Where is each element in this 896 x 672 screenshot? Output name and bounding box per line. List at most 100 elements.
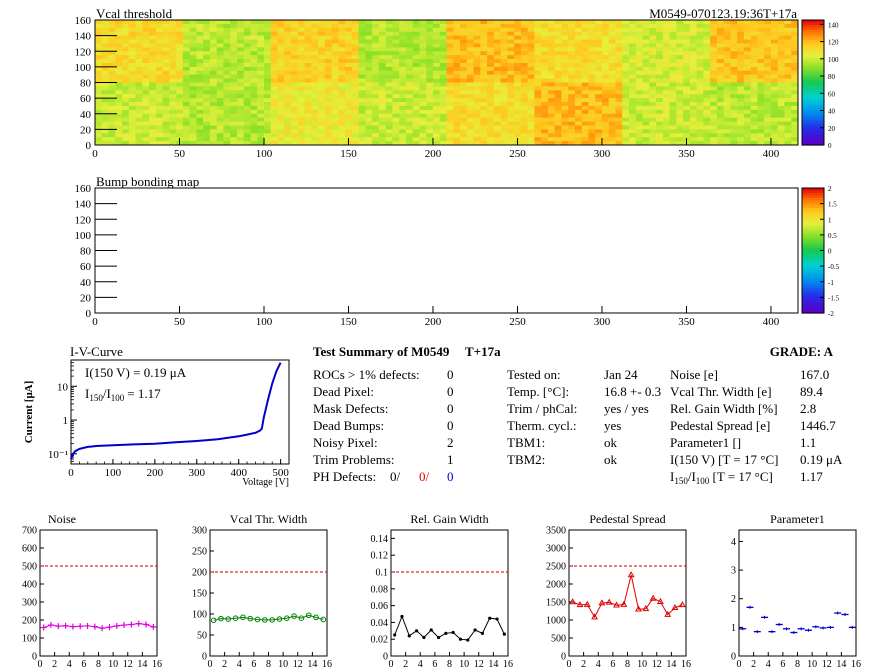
heatmap-cell	[439, 66, 447, 72]
heatmap-cell	[507, 137, 515, 142]
heatmap-cell	[527, 117, 535, 123]
heatmap-cell	[534, 109, 542, 115]
heatmap-cell	[527, 109, 535, 115]
heatmap-cell	[791, 55, 799, 60]
heatmap-cell	[203, 70, 211, 76]
heatmap-cell	[595, 55, 603, 60]
heatmap-cell	[270, 129, 279, 134]
heatmap-cell	[405, 90, 414, 95]
heatmap-cell	[554, 78, 562, 83]
heatmap-cell	[135, 20, 143, 25]
heatmap-cell	[243, 78, 251, 83]
heatmap-cell	[311, 39, 319, 44]
heatmap-cell	[169, 129, 177, 134]
heatmap-cell	[250, 133, 258, 138]
heatmap-cell	[541, 78, 549, 83]
heatmap-cell	[791, 86, 799, 91]
heatmap-cell	[378, 94, 387, 99]
heatmap-cell	[243, 31, 251, 37]
heatmap-cell	[358, 113, 366, 119]
roc-data-point	[583, 600, 591, 607]
heatmap-cell	[432, 27, 441, 33]
heatmap-cell	[743, 20, 752, 25]
heatmap-cell	[770, 47, 779, 52]
heatmap-cell	[487, 43, 495, 48]
heatmap-cell	[419, 117, 427, 123]
roc-x-tick-label: 12	[123, 659, 133, 670]
heatmap-cell	[561, 47, 569, 52]
heatmap-cell	[372, 86, 380, 91]
heatmap-cell	[385, 78, 393, 83]
heatmap-cell	[230, 43, 238, 48]
heatmap-cell	[547, 105, 556, 111]
heatmap-cell	[122, 109, 130, 115]
heatmap-cell	[520, 98, 529, 103]
heatmap-cell	[338, 55, 346, 60]
heatmap-cell	[635, 59, 644, 64]
heatmap-cell	[324, 51, 333, 56]
heatmap-cell	[500, 59, 508, 64]
heatmap-cell	[757, 109, 765, 115]
heatmap-cell	[561, 102, 569, 107]
y-tick-label: 100	[75, 62, 92, 74]
heatmap-cell	[608, 141, 616, 146]
heatmap-cell	[182, 121, 191, 126]
heatmap-cell	[318, 98, 326, 103]
heatmap-cell	[135, 98, 143, 103]
heatmap-cell	[412, 121, 420, 126]
result-row-label: Rel. Gain Width [%]	[670, 401, 778, 416]
heatmap-cell	[635, 125, 644, 130]
heatmap-cell	[182, 94, 191, 99]
heatmap-cell	[622, 141, 630, 146]
iv-x-tick-label: 500	[272, 467, 289, 479]
heatmap-cell	[209, 121, 218, 126]
heatmap-cell	[723, 109, 731, 115]
roc-x-tick-label: 0	[389, 659, 394, 670]
heatmap-cell	[527, 98, 535, 103]
heatmap-cell	[270, 20, 279, 25]
heatmap-cell	[236, 51, 245, 56]
heatmap-cell	[487, 31, 495, 37]
heatmap-cell	[209, 78, 218, 83]
heatmap-cell	[649, 47, 657, 52]
heatmap-cell	[696, 66, 704, 72]
heatmap-cell	[716, 98, 725, 103]
heatmap-cell	[318, 82, 326, 87]
heatmap-cell	[122, 125, 130, 130]
heatmap-cell	[656, 20, 664, 25]
colorbar-swatch	[802, 125, 824, 129]
roc-series-line	[394, 615, 505, 641]
x-tick-label: 300	[594, 148, 611, 160]
heatmap-cell	[541, 27, 549, 33]
heatmap-cell	[534, 47, 542, 52]
heatmap-cell	[737, 70, 745, 76]
heatmap-cell	[277, 59, 285, 64]
heatmap-cell	[338, 137, 346, 142]
heatmap-cell	[358, 31, 366, 37]
heatmap-cell	[345, 117, 353, 123]
heatmap-cell	[757, 70, 765, 76]
heatmap-cell	[568, 90, 576, 95]
heatmap-cell	[345, 90, 353, 95]
heatmap-cell	[723, 141, 731, 146]
heatmap-cell	[412, 109, 420, 115]
heatmap-cell	[601, 105, 610, 111]
heatmap-cell	[358, 51, 366, 56]
heatmap-cell	[656, 62, 664, 68]
heatmap-cell	[635, 47, 644, 52]
colorbar-swatch	[802, 198, 824, 202]
heatmap-cell	[541, 70, 549, 76]
heatmap-cell	[426, 121, 434, 126]
heatmap-cell	[439, 59, 447, 64]
heatmap-cell	[291, 47, 299, 52]
heatmap-cell	[703, 137, 711, 142]
heatmap-cell	[514, 133, 522, 138]
colorbar-swatch	[802, 203, 824, 207]
heatmap-cell	[196, 133, 204, 138]
heatmap-cell	[385, 27, 393, 33]
heatmap-cell	[351, 117, 360, 123]
heatmap-cell	[507, 47, 515, 52]
heatmap-cell	[703, 98, 711, 103]
heatmap-cell	[777, 43, 785, 48]
